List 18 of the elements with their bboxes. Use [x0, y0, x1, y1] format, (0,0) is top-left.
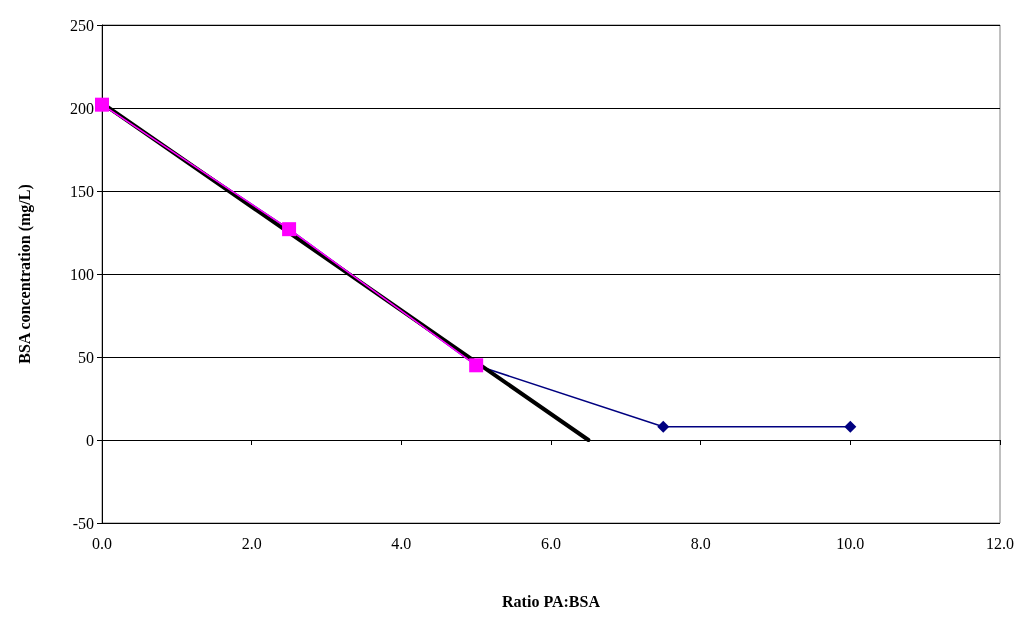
- x-tick-label: 0.0: [92, 534, 112, 552]
- point: [657, 420, 670, 433]
- y-tick-label: 200: [70, 99, 94, 117]
- x-axis-title: Ratio PA:BSA: [502, 592, 601, 610]
- y-tick-label: 150: [70, 182, 94, 200]
- x-tick-label: 10.0: [836, 534, 865, 552]
- y-tick-label: 100: [70, 265, 94, 283]
- y-tick-label: -50: [72, 514, 94, 532]
- x-tick-label: 8.0: [690, 534, 711, 552]
- x-tick-label: 4.0: [391, 534, 412, 552]
- y-tick-label: 0: [86, 431, 94, 449]
- x-tick-label: 12.0: [986, 534, 1014, 552]
- x-tick-label: 6.0: [541, 534, 561, 552]
- point: [844, 420, 857, 433]
- y-axis-title: BSA concentration (mg/L): [15, 184, 34, 364]
- x-tick-label: 2.0: [241, 534, 262, 552]
- y-tick-label: 250: [70, 16, 94, 34]
- y-tick-label: 50: [78, 348, 94, 366]
